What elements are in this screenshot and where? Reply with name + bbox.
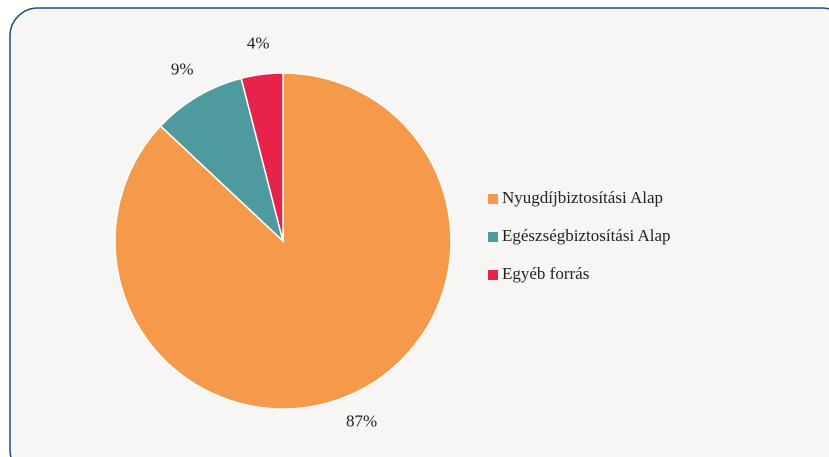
pie-slice [240, 72, 284, 242]
legend-label: Egyéb forrás [502, 264, 589, 283]
pie-slice [159, 77, 285, 244]
legend-swatch [488, 232, 498, 242]
legend-swatch [488, 194, 498, 204]
data-label: 9% [171, 59, 194, 78]
data-label: 87% [346, 412, 377, 431]
pie-slice [114, 72, 452, 410]
legend-label: Egészségbiztosítási Alap [502, 226, 671, 245]
legend-label: Nyugdíjbiztosítási Alap [502, 188, 663, 207]
data-label: 4% [247, 33, 270, 52]
legend-swatch [488, 270, 498, 280]
